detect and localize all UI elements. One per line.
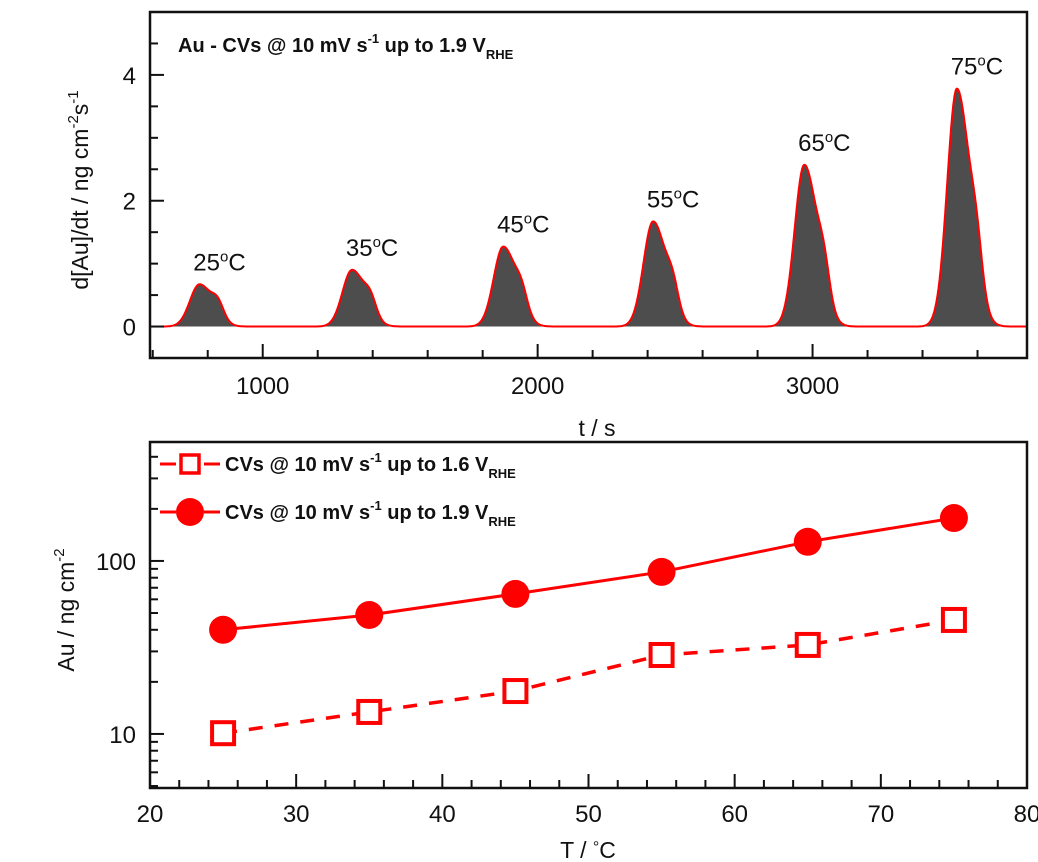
top-peak-labels: 25oC 35oC 45oC 55oC 65oC 75oC xyxy=(193,53,1003,277)
legend-filled-circle-marker xyxy=(176,498,204,526)
legend: CVs @ 10 mV s-1 up to 1.6 VRHE CVs @ 10 … xyxy=(160,450,516,529)
y-tick-label: 0 xyxy=(123,315,136,342)
peak-label-35: 35oC xyxy=(346,234,398,262)
top-y-tick-labels: 0 2 4 xyxy=(123,63,136,342)
top-x-axis-title: t / s xyxy=(578,415,615,441)
legend-label-1-9V: CVs @ 10 mV s-1 up to 1.9 VRHE xyxy=(225,498,516,529)
x-tick-label: 40 xyxy=(429,801,456,828)
x-tick-label: 50 xyxy=(575,801,602,828)
top-plot-frame xyxy=(148,10,1029,360)
legend-label-1-6V: CVs @ 10 mV s-1 up to 1.6 VRHE xyxy=(225,450,516,481)
y-tick-label: 4 xyxy=(123,63,136,90)
series-1-9V xyxy=(209,504,968,644)
top-series-line xyxy=(150,87,1027,328)
top-panel: 1000 2000 3000 0 2 4 25oC 35oC 45oC 55oC 65oC 75o… xyxy=(65,10,1029,441)
x-tick-label: 60 xyxy=(721,801,748,828)
y-tick-label: 100 xyxy=(96,549,136,576)
x-tick-label: 1000 xyxy=(236,373,289,400)
bottom-series xyxy=(209,504,968,747)
data-point-circle-35 xyxy=(355,601,384,629)
bottom-plot-frame xyxy=(148,440,1029,790)
data-point-square-35 xyxy=(356,698,383,725)
x-tick-label: 20 xyxy=(137,801,164,828)
data-point-square-55 xyxy=(648,641,675,668)
bottom-axis-ticks xyxy=(149,455,1028,788)
bottom-y-tick-labels: 10 100 xyxy=(96,549,136,749)
series-line xyxy=(222,516,955,632)
x-tick-label: 70 xyxy=(867,801,894,828)
data-point-circle-45 xyxy=(501,579,530,608)
top-axis-ticks xyxy=(150,11,979,359)
peak-area-25 xyxy=(158,284,248,327)
y-tick-label: 2 xyxy=(123,189,136,216)
x-tick-label: 30 xyxy=(283,801,310,828)
data-point-square-25 xyxy=(210,720,237,747)
data-point-circle-25 xyxy=(209,615,238,644)
peak-label-55: 55oC xyxy=(647,185,699,213)
series-line xyxy=(222,618,955,735)
peak-area-55 xyxy=(611,221,703,327)
data-point-circle-65 xyxy=(793,527,822,556)
peak-area-65 xyxy=(763,164,854,327)
series-1-6V xyxy=(210,606,967,747)
peak-label-75: 75oC xyxy=(951,53,1003,81)
bottom-x-axis-title: T / °C xyxy=(560,837,616,862)
peak-area-35 xyxy=(310,269,401,327)
legend-item-1-9V: CVs @ 10 mV s-1 up to 1.9 VRHE xyxy=(160,498,516,529)
data-point-square-75 xyxy=(940,606,967,633)
x-tick-label: 3000 xyxy=(786,373,839,400)
peak-area-45 xyxy=(462,246,552,327)
peak-label-25: 25oC xyxy=(193,248,245,276)
bottom-y-axis-title: Au / ng cm-2 xyxy=(51,548,79,671)
top-chart-title: Au - CVs @ 10 mV s-1 up to 1.9 VRHE xyxy=(178,31,514,62)
data-point-circle-55 xyxy=(647,557,676,586)
bottom-x-tick-labels: 20 30 40 50 60 70 80 xyxy=(137,801,1038,828)
data-point-circle-75 xyxy=(939,504,968,533)
peak-label-65: 65oC xyxy=(798,129,850,157)
peak-area-75 xyxy=(915,88,1007,327)
data-point-square-65 xyxy=(794,631,821,658)
data-point-square-45 xyxy=(502,678,529,705)
legend-item-1-6V: CVs @ 10 mV s-1 up to 1.6 VRHE xyxy=(160,450,516,481)
x-tick-label: 2000 xyxy=(511,373,564,400)
legend-open-square-marker xyxy=(179,453,201,475)
y-tick-label: 10 xyxy=(109,722,136,749)
x-tick-label: 80 xyxy=(1014,801,1038,828)
peak-label-45: 45oC xyxy=(497,211,549,239)
bottom-panel: 20 30 40 50 60 70 80 10 100 CVs @ 10 mV s-1 up … xyxy=(51,440,1038,862)
top-y-axis-title: d[Au]/dt / ng cm-2s-1 xyxy=(65,90,93,289)
top-peak-areas xyxy=(158,88,1007,327)
top-x-tick-labels: 1000 2000 3000 xyxy=(236,373,839,400)
